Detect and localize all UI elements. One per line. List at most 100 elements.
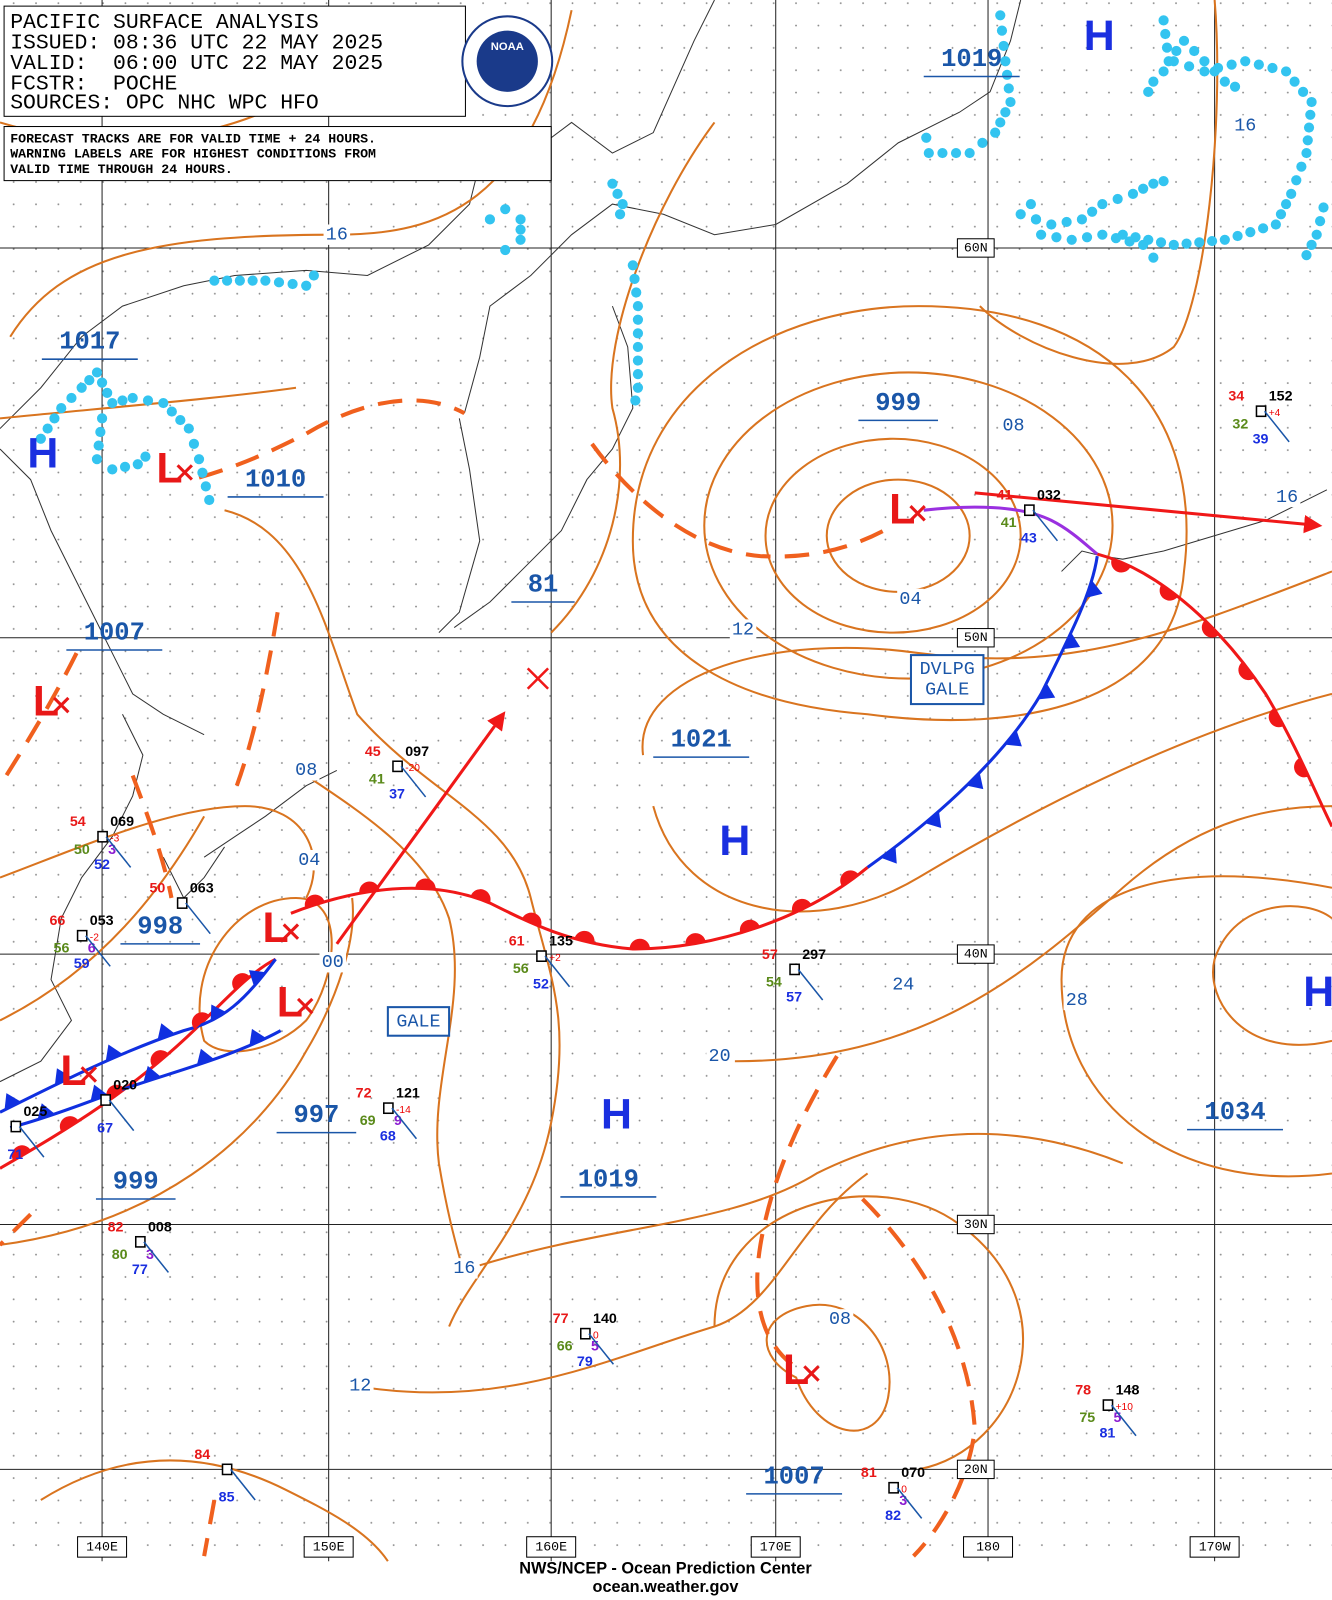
ice-dot bbox=[1005, 96, 1016, 108]
station-temp: 34 bbox=[1228, 389, 1244, 405]
ice-dot bbox=[96, 413, 108, 424]
warm-front-bulge bbox=[1238, 661, 1255, 681]
isobar-label-bg bbox=[347, 1375, 374, 1396]
ice-dot bbox=[1245, 227, 1256, 238]
ice-dot bbox=[204, 494, 215, 506]
wind-barb bbox=[896, 1487, 923, 1519]
cold-front-barb bbox=[249, 1028, 267, 1046]
ice-dot bbox=[84, 375, 95, 386]
ice-dot bbox=[964, 147, 975, 159]
lat-label: 50N bbox=[964, 630, 988, 645]
lat-label-box bbox=[956, 944, 995, 964]
cold-front-barb bbox=[1063, 632, 1081, 650]
ice-dot bbox=[950, 147, 962, 159]
low-x bbox=[53, 696, 70, 714]
labels: PACIFIC SURFACE ANALYSIS ISSUED: 08:36 U… bbox=[3, 5, 1332, 1596]
header-title: PACIFIC SURFACE ANALYSIS bbox=[10, 11, 319, 35]
central-pressure: 1034 bbox=[1204, 1098, 1265, 1127]
station-temp: 72 bbox=[356, 1086, 372, 1102]
station-dew: 41 bbox=[1001, 515, 1017, 531]
ice-dot bbox=[301, 280, 312, 291]
isobar-label: 08 bbox=[295, 760, 317, 781]
isobar-label: 28 bbox=[1066, 990, 1088, 1011]
station-symbol bbox=[97, 830, 108, 843]
station-symbol bbox=[100, 1094, 111, 1106]
sea-ice bbox=[35, 10, 1329, 506]
wind-barb bbox=[108, 1099, 135, 1132]
ice-dot bbox=[1163, 56, 1174, 67]
ice-dot bbox=[166, 406, 177, 417]
minor-grid bbox=[0, 0, 1332, 1562]
cold-front-barb bbox=[4, 1093, 21, 1110]
isobar-label: 08 bbox=[1003, 415, 1025, 436]
lon-label: 140E bbox=[86, 1539, 118, 1554]
ice-dot bbox=[614, 209, 626, 220]
station-dew: 75 bbox=[1079, 1410, 1095, 1426]
cold-front-barb bbox=[196, 1048, 215, 1066]
station-temp: 66 bbox=[49, 913, 65, 929]
central-pressure: 1017 bbox=[59, 328, 120, 357]
ice-dot bbox=[1138, 239, 1149, 250]
ice-dot bbox=[1305, 109, 1316, 120]
wind-barb bbox=[185, 902, 211, 935]
ice-dot bbox=[1003, 83, 1014, 94]
lon-label-box bbox=[77, 1536, 128, 1558]
station-sst: 37 bbox=[389, 787, 405, 803]
station-sst: 71 bbox=[7, 1147, 23, 1163]
ice-dot bbox=[1291, 175, 1302, 186]
ice-dot bbox=[1229, 81, 1241, 92]
ice-dot bbox=[500, 244, 511, 256]
warm-front-bulge bbox=[791, 898, 812, 914]
ice-dot bbox=[921, 132, 932, 143]
isobar-label-bg bbox=[296, 850, 323, 871]
ice-dot bbox=[1253, 59, 1264, 70]
station-tendency: -2 bbox=[90, 932, 99, 943]
station-temp: 50 bbox=[149, 881, 165, 897]
ice-dot bbox=[1061, 216, 1072, 228]
ice-dot bbox=[91, 367, 103, 378]
station-pressure: 148 bbox=[1116, 1383, 1140, 1399]
ice-dot bbox=[1158, 15, 1169, 26]
ice-dot bbox=[1015, 209, 1026, 220]
wind-barb bbox=[105, 836, 132, 868]
ice-dot bbox=[515, 214, 526, 225]
station-vis: 5 bbox=[591, 1339, 599, 1355]
ice-dot bbox=[234, 275, 245, 286]
central-pressure: 81 bbox=[528, 570, 559, 599]
ice-dot bbox=[1124, 236, 1135, 247]
ice-dot bbox=[1301, 250, 1312, 261]
ice-dot bbox=[937, 147, 948, 159]
warm-front-bulge bbox=[232, 973, 250, 991]
coastlines bbox=[0, 0, 1328, 1083]
ice-dot bbox=[107, 464, 118, 475]
wind-barb bbox=[797, 968, 824, 1001]
ice-dot bbox=[308, 270, 319, 281]
isobar-label: 16 bbox=[326, 225, 348, 246]
warm-front-bulge bbox=[191, 1012, 210, 1030]
ice-dot bbox=[222, 275, 233, 286]
ice-dot bbox=[1311, 229, 1322, 240]
ice-dot bbox=[1158, 66, 1169, 77]
lat-label-box bbox=[956, 1214, 995, 1235]
ice-dot bbox=[1168, 239, 1179, 250]
ice-dot bbox=[484, 214, 496, 225]
cold-front-barb bbox=[210, 1004, 227, 1022]
central-pressure: 1019 bbox=[941, 45, 1002, 74]
isobar-label-bg bbox=[1231, 115, 1259, 136]
warm-front-bulge bbox=[1111, 558, 1131, 573]
wind-barb bbox=[18, 1126, 45, 1158]
ice-dot bbox=[1240, 56, 1251, 67]
wind-barb bbox=[143, 1241, 170, 1273]
station-symbol bbox=[383, 1102, 394, 1115]
station-pressure: 297 bbox=[802, 947, 826, 963]
ice-dot bbox=[1161, 42, 1173, 53]
ice-dot bbox=[1171, 45, 1182, 57]
station-pressure: 032 bbox=[1037, 488, 1061, 504]
station-sst: 52 bbox=[533, 976, 549, 992]
station-symbol bbox=[1102, 1399, 1114, 1411]
ice-dot bbox=[96, 377, 108, 388]
pressure-system-letter: L bbox=[33, 677, 59, 725]
ice-dot bbox=[102, 387, 113, 398]
ice-dot bbox=[1148, 252, 1159, 263]
station-symbol bbox=[888, 1481, 899, 1494]
